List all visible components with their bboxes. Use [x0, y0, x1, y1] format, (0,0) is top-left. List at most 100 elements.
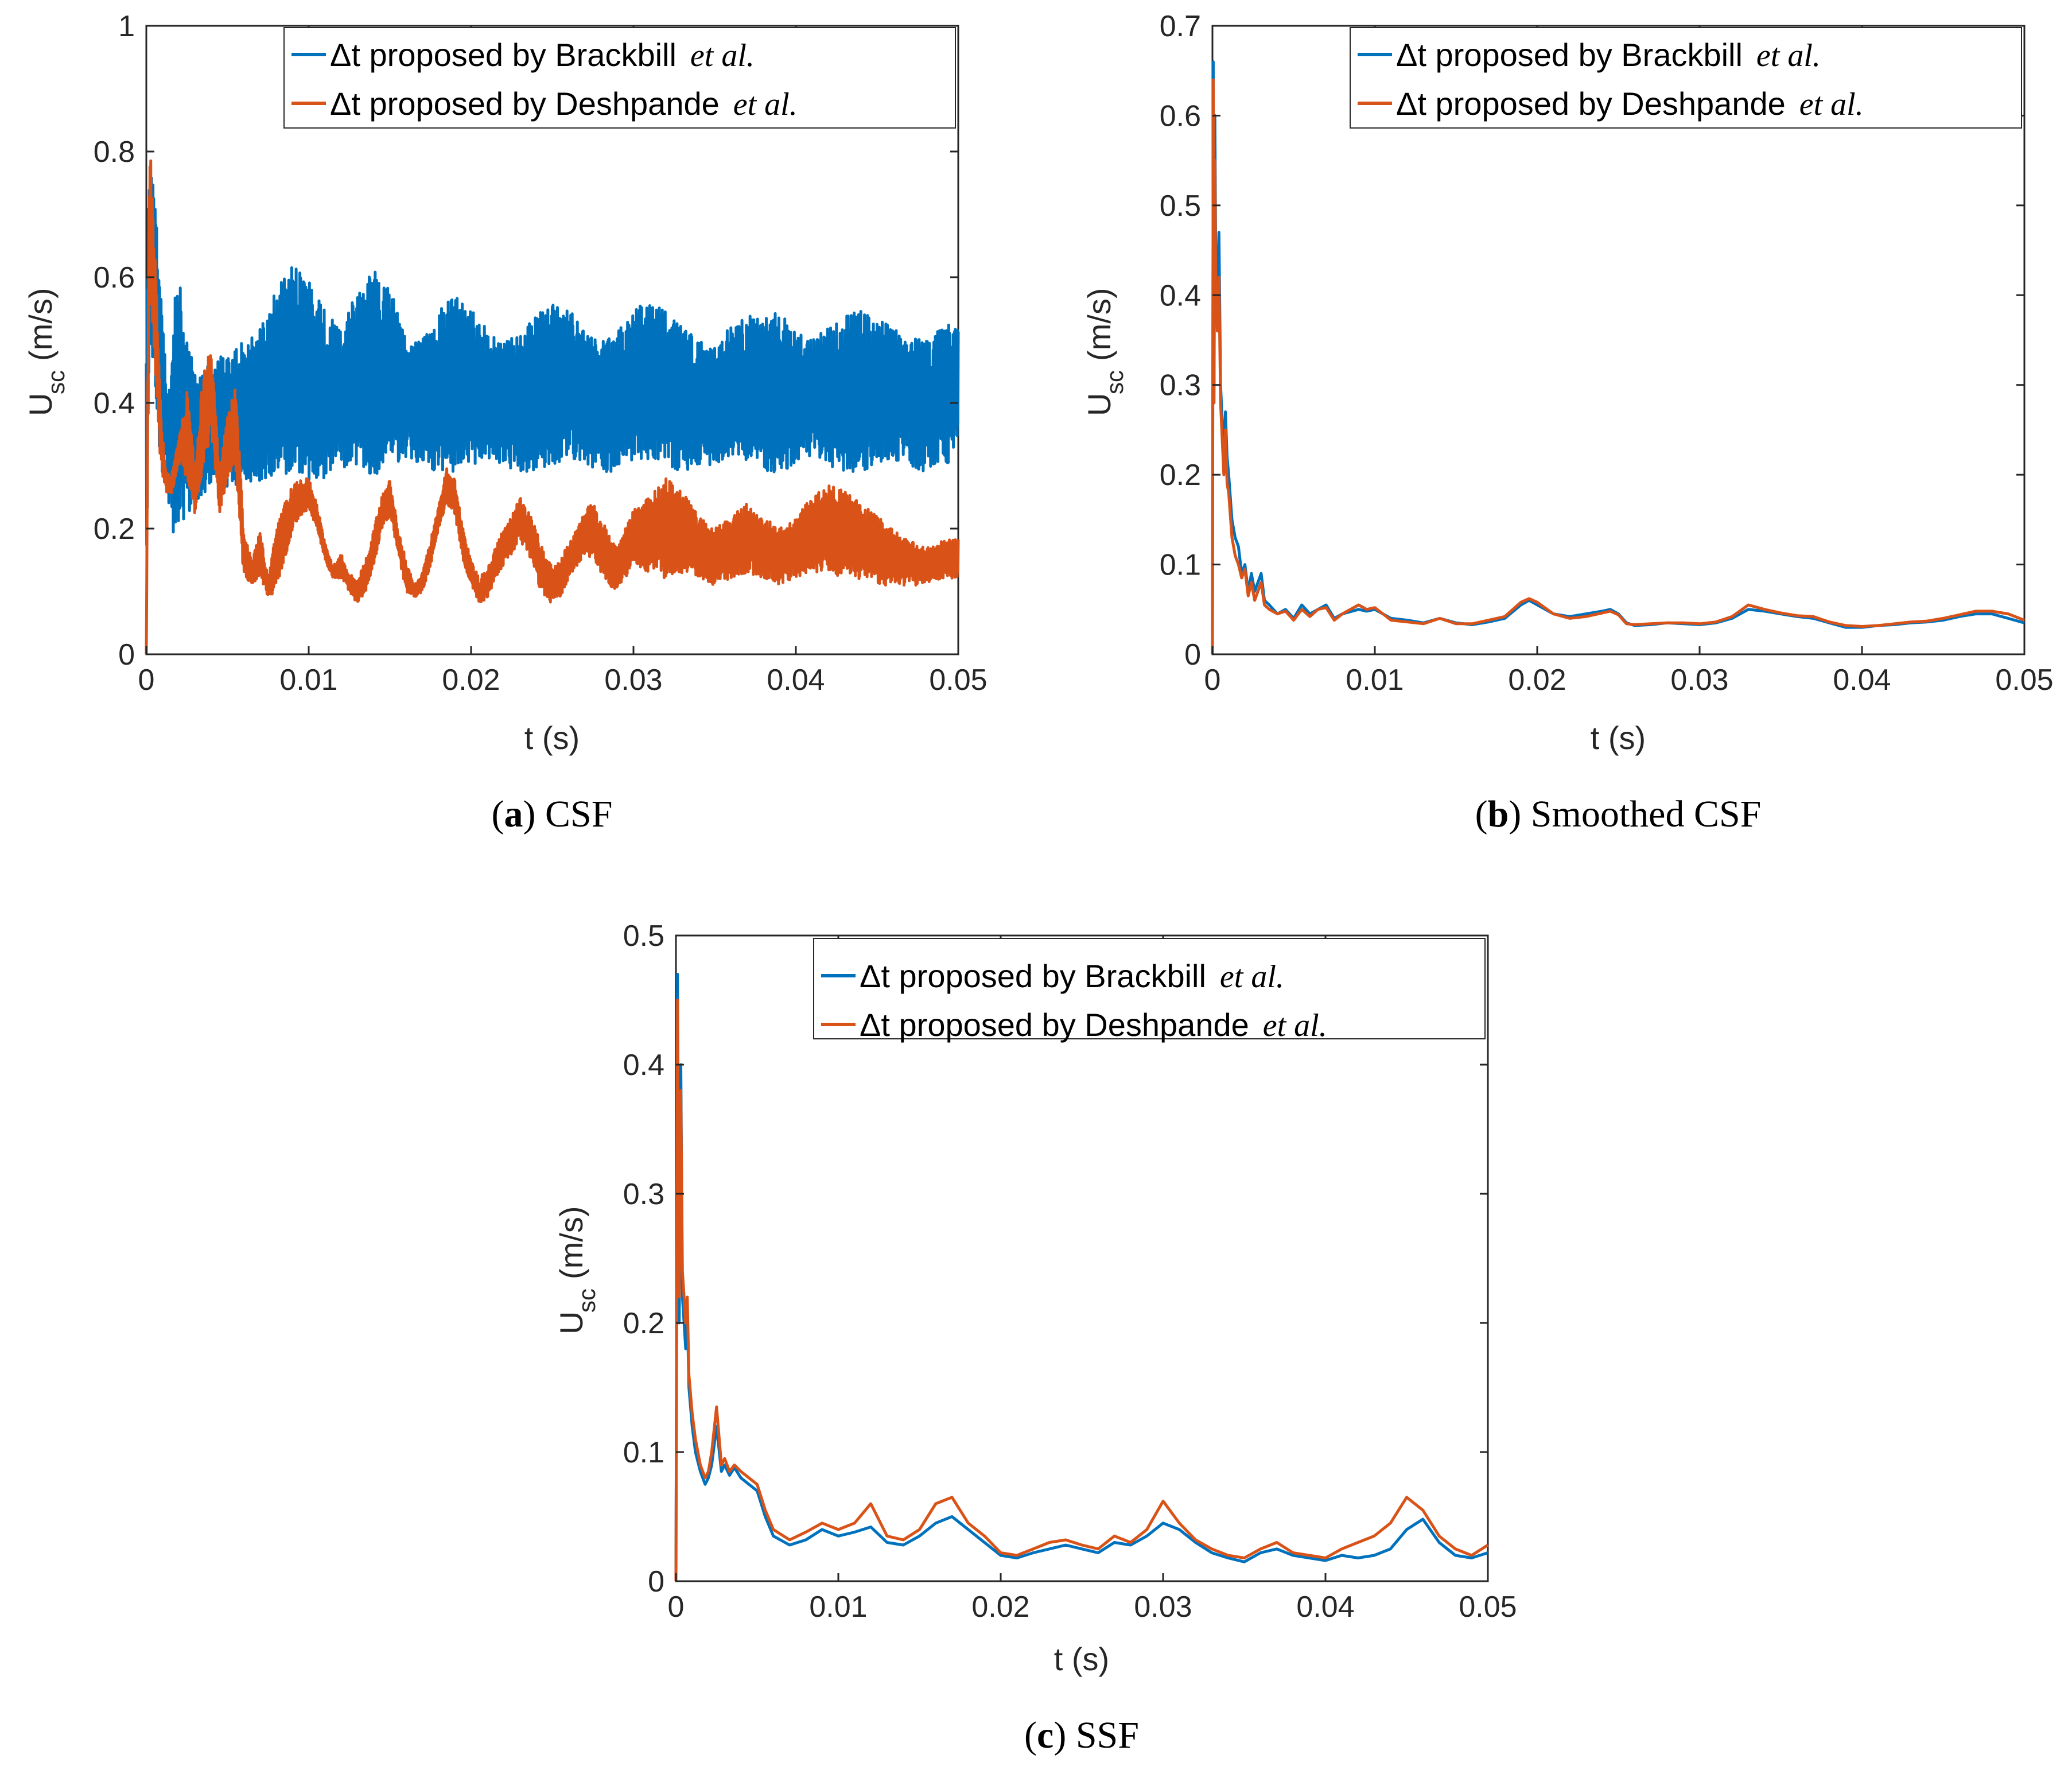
x-tick-label-a: 0.02 — [442, 663, 500, 697]
legend-label-series1-c: Δt proposed by Brackbill et al. — [860, 958, 1284, 995]
ylabel-main-c: U — [553, 1311, 589, 1334]
legend-label-series2-c-main: Δt proposed by Deshpande — [860, 1007, 1249, 1043]
caption-b: (b) Smoothed CSF — [1475, 793, 1762, 835]
panel-c: 0 0.01 0.02 0.03 0.04 0.05 0 0.1 0.2 0.3 0.4 0.5 t … — [553, 919, 1517, 1756]
series-group-b — [1211, 60, 2025, 655]
plot-area-c — [675, 934, 1489, 1582]
ylabel-b: U sc (m/s) — [1081, 288, 1128, 416]
legend-label-series1-b-suffix: et al. — [1756, 38, 1821, 73]
y-tick-label-a: 0.8 — [94, 135, 135, 169]
x-tick-label-b: 0.03 — [1670, 663, 1728, 697]
y-tick-label-c: 0 — [648, 1565, 664, 1598]
legend-label-series2-b-main: Δt proposed by Deshpande — [1396, 86, 1786, 122]
x-tick-label-c: 0.01 — [809, 1590, 867, 1624]
legend-label-series2-b: Δt proposed by Deshpande et al. — [1396, 86, 1864, 122]
x-tick-label-a: 0.05 — [929, 663, 987, 697]
ylabel-c: U sc (m/s) — [553, 1206, 600, 1334]
y-tick-label-b: 0.5 — [1160, 189, 1201, 223]
series-group-a — [145, 159, 960, 655]
ylabel-main-a: U — [22, 393, 59, 416]
caption-text-b: Smoothed CSF — [1531, 793, 1762, 835]
xlabel-b: t (s) — [1591, 720, 1646, 756]
legend-label-series1-a-main: Δt proposed by Brackbill — [330, 37, 677, 73]
x-tick-label-b: 0.05 — [1995, 663, 2053, 697]
series-line-a-2 — [145, 159, 960, 655]
x-tick-label-c: 0.04 — [1296, 1590, 1354, 1624]
xlabel-a: t (s) — [524, 720, 580, 756]
y-tick-label-a: 1 — [118, 10, 135, 43]
y-tick-label-c: 0.4 — [623, 1049, 664, 1082]
caption-text-a: CSF — [545, 793, 612, 835]
legend-label-series1-b: Δt proposed by Brackbill et al. — [1396, 37, 1821, 73]
legend-label-series1-c-main: Δt proposed by Brackbill — [860, 958, 1206, 994]
legend-label-series2-b-suffix: et al. — [1799, 87, 1864, 122]
xlabel-c: t (s) — [1054, 1641, 1109, 1677]
ylabel-unit-c: (m/s) — [553, 1206, 589, 1279]
x-tick-label-c: 0.02 — [971, 1590, 1029, 1624]
y-tick-label-a: 0 — [118, 638, 135, 672]
y-tick-label-b: 0.1 — [1160, 549, 1201, 582]
series-line-c-2 — [674, 999, 1489, 1582]
x-tick-label-c: 0.03 — [1134, 1590, 1192, 1624]
x-tick-label-a: 0 — [138, 663, 155, 697]
ylabel-sub-c: sc — [573, 1288, 600, 1313]
legend-label-series2-a-suffix: et al. — [733, 87, 798, 122]
legend-label-series1-b-main: Δt proposed by Brackbill — [1396, 37, 1743, 73]
caption-letter-c: c — [1037, 1714, 1054, 1756]
x-tick-label-b: 0.04 — [1833, 663, 1891, 697]
series-line-b-2 — [1211, 78, 2025, 655]
caption-text-c: SSF — [1076, 1714, 1139, 1756]
legend-label-series1-a-suffix: et al. — [690, 38, 755, 73]
legend-box-b — [1350, 27, 2022, 129]
x-tick-label-a: 0.01 — [279, 663, 337, 697]
legend-label-series1-a: Δt proposed by Brackbill et al. — [330, 37, 755, 73]
legend-label-series2-c: Δt proposed by Deshpande et al. — [860, 1007, 1327, 1043]
x-tick-label-a: 0.03 — [604, 663, 662, 697]
panel-b: 0 0.01 0.02 0.03 0.04 0.05 0 0.1 0.2 0.3 0.4 0.5 0.6… — [1081, 10, 2054, 835]
x-tick-label-c: 0.05 — [1459, 1590, 1517, 1624]
ylabel-sub-b: sc — [1101, 370, 1128, 394]
panel-a: 0 0.01 0.02 0.03 0.04 0.05 0 0.2 0.4 0.6 0.8 1 t (s… — [22, 10, 988, 835]
x-tick-label-a: 0.04 — [767, 663, 825, 697]
ticks-a: 0 0.01 0.02 0.03 0.04 0.05 0 0.2 0.4 0.6 0.8 1 — [94, 10, 988, 697]
legend-label-series2-a: Δt proposed by Deshpande et al. — [330, 86, 798, 122]
series-group-c — [674, 973, 1489, 1582]
y-tick-label-c: 0.1 — [623, 1436, 664, 1469]
series-line-a-1 — [145, 176, 960, 546]
x-tick-label-c: 0 — [668, 1590, 685, 1624]
y-tick-label-c: 0.5 — [623, 919, 664, 953]
x-tick-label-b: 0.01 — [1346, 663, 1404, 697]
caption-c: (c) SSF — [1024, 1714, 1139, 1756]
y-tick-label-b: 0 — [1184, 638, 1201, 672]
x-tick-label-b: 0 — [1204, 663, 1221, 697]
ticks-b: 0 0.01 0.02 0.03 0.04 0.05 0 0.1 0.2 0.3 0.4 0.5 0.6… — [1160, 10, 2054, 697]
legend-b: Δt proposed by Brackbill et al. Δt propos… — [1350, 27, 2022, 129]
y-tick-label-a: 0.6 — [94, 261, 135, 294]
ylabel-sub-a: sc — [42, 370, 69, 394]
y-tick-label-b: 0.7 — [1160, 10, 1201, 43]
plot-area-b — [1211, 25, 2026, 655]
ylabel-unit-a: (m/s) — [22, 288, 59, 361]
legend-box-a — [283, 27, 956, 129]
y-tick-label-a: 0.4 — [94, 387, 135, 420]
ylabel-unit-b: (m/s) — [1081, 288, 1117, 361]
legend-label-series2-a-main: Δt proposed by Deshpande — [330, 86, 720, 122]
legend-box-c — [813, 938, 1486, 1039]
caption-letter-b: b — [1488, 793, 1509, 835]
legend-label-series2-c-suffix: et al. — [1263, 1008, 1327, 1043]
caption-letter-a: a — [504, 793, 523, 835]
x-tick-label-b: 0.02 — [1508, 663, 1566, 697]
ticks-c: 0 0.01 0.02 0.03 0.04 0.05 0 0.1 0.2 0.3 0.4 0.5 — [623, 919, 1517, 1624]
y-tick-label-b: 0.4 — [1160, 279, 1201, 312]
y-tick-label-c: 0.2 — [623, 1307, 664, 1340]
legend-a: Δt proposed by Brackbill et al. Δt propos… — [283, 27, 956, 129]
y-tick-label-b: 0.2 — [1160, 459, 1201, 492]
legend-label-series1-c-suffix: et al. — [1220, 959, 1284, 995]
y-tick-label-c: 0.3 — [623, 1178, 664, 1211]
ylabel-a: U sc (m/s) — [22, 288, 69, 416]
ylabel-main-b: U — [1081, 393, 1117, 416]
series-line-c-1 — [674, 973, 1488, 1582]
caption-a: (a) CSF — [492, 793, 613, 835]
y-tick-label-a: 0.2 — [94, 513, 135, 546]
